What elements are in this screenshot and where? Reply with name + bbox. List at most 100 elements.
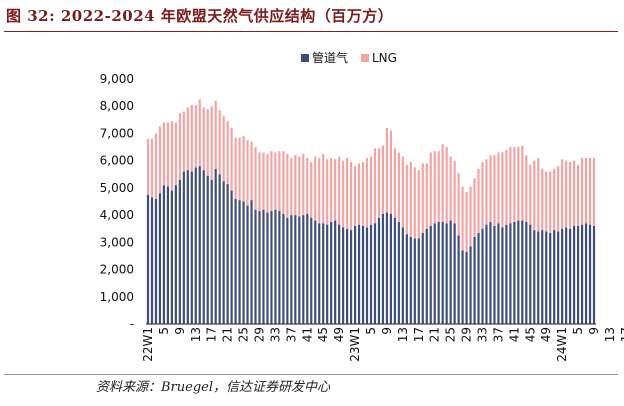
x-tick-label: 49 xyxy=(539,327,553,342)
bar-lng xyxy=(377,148,381,218)
bar-pipeline xyxy=(521,220,524,324)
bar-lng xyxy=(509,147,512,224)
bar-pipeline xyxy=(481,228,484,324)
bar-lng xyxy=(298,156,301,217)
bar-lng xyxy=(537,157,540,232)
bar-lng xyxy=(194,104,197,168)
bar-lng xyxy=(258,152,261,212)
legend-swatch-pipeline xyxy=(301,54,309,62)
bar-pipeline xyxy=(465,251,468,324)
y-tick-label: - xyxy=(130,317,134,331)
bar-lng xyxy=(174,122,177,186)
bar-pipeline xyxy=(545,231,548,324)
bar-pipeline xyxy=(557,231,560,324)
bar-lng xyxy=(353,166,357,226)
bar-lng xyxy=(150,138,154,198)
x-tick-label: 9 xyxy=(173,327,187,335)
x-tick-label: 33 xyxy=(268,327,282,342)
bar-pipeline xyxy=(409,236,412,324)
x-tick-label: 13 xyxy=(189,327,203,342)
bar-lng xyxy=(401,156,404,228)
bar-lng xyxy=(182,111,185,172)
bar-pipeline xyxy=(509,223,512,324)
bar-pipeline xyxy=(310,217,313,324)
bar-lng xyxy=(405,164,408,235)
bar-pipeline xyxy=(274,209,277,324)
bar-lng xyxy=(497,152,500,224)
bar-pipeline xyxy=(246,205,249,324)
bar-pipeline xyxy=(397,221,400,324)
bar-pipeline xyxy=(561,228,564,324)
bar-lng xyxy=(517,147,520,221)
y-tick-label: 3,000 xyxy=(100,235,134,249)
bar-lng xyxy=(445,147,448,224)
bar-lng xyxy=(198,99,201,167)
bar-pipeline xyxy=(592,226,596,324)
bar-lng xyxy=(373,148,377,224)
bar-pipeline xyxy=(150,197,154,324)
bar-series xyxy=(146,99,596,324)
bar-lng xyxy=(234,137,237,199)
bar-pipeline xyxy=(445,223,448,324)
y-tick-label: 1,000 xyxy=(100,290,134,304)
bar-pipeline xyxy=(513,221,516,324)
bar-pipeline xyxy=(278,211,281,324)
bar-lng xyxy=(541,168,544,231)
source-divider xyxy=(4,374,618,375)
bar-lng xyxy=(389,130,393,214)
bar-lng xyxy=(206,108,209,176)
bar-lng xyxy=(533,160,536,231)
bar-lng xyxy=(318,157,321,224)
x-tick-label: 24W1 xyxy=(555,327,569,362)
bar-lng xyxy=(218,110,221,175)
bar-lng xyxy=(254,147,257,210)
bar-lng xyxy=(393,148,396,218)
bar-pipeline xyxy=(533,230,536,324)
bar-lng xyxy=(154,133,158,199)
bar-pipeline xyxy=(330,221,333,324)
bar-lng xyxy=(342,160,345,228)
bar-lng xyxy=(186,107,189,171)
bar-pipeline xyxy=(318,223,321,324)
bar-lng xyxy=(493,155,496,226)
bar-lng xyxy=(282,151,285,214)
bar-lng xyxy=(338,156,341,225)
x-tick-label: 22W1 xyxy=(141,327,155,362)
x-tick-label: 45 xyxy=(523,327,537,342)
x-tick-label: 17 xyxy=(205,327,219,342)
x-tick-label: 49 xyxy=(332,327,346,342)
bar-lng xyxy=(250,141,253,201)
bar-lng xyxy=(529,164,532,225)
bar-pipeline xyxy=(190,171,193,324)
bar-lng xyxy=(278,151,281,212)
bar-pipeline xyxy=(473,236,476,324)
bar-lng xyxy=(565,160,568,228)
bar-lng xyxy=(580,157,584,225)
x-tick-label: 45 xyxy=(316,327,330,342)
bar-lng xyxy=(545,171,548,232)
bar-lng xyxy=(230,128,233,191)
bar-pipeline xyxy=(166,186,169,324)
bar-pipeline xyxy=(529,224,532,324)
bar-pipeline xyxy=(417,238,420,324)
bar-lng xyxy=(274,152,277,210)
bar-lng xyxy=(357,163,361,225)
y-tick-label: 9,000 xyxy=(100,72,134,86)
bar-pipeline xyxy=(258,211,261,324)
bar-pipeline xyxy=(286,217,289,324)
x-tick-label: 21 xyxy=(221,327,235,342)
bar-pipeline xyxy=(349,230,353,324)
bar-pipeline xyxy=(210,179,213,324)
bar-pipeline xyxy=(154,198,158,324)
x-tick-label: 17 xyxy=(412,327,426,342)
bar-lng xyxy=(465,191,468,252)
bar-lng xyxy=(326,159,329,225)
bar-lng xyxy=(158,126,162,194)
bar-pipeline xyxy=(158,193,162,324)
bar-lng xyxy=(346,157,349,229)
bar-pipeline xyxy=(230,190,233,324)
bar-lng xyxy=(501,152,504,228)
bar-pipeline xyxy=(170,190,173,324)
bar-pipeline xyxy=(576,226,580,324)
bar-lng xyxy=(413,167,416,239)
